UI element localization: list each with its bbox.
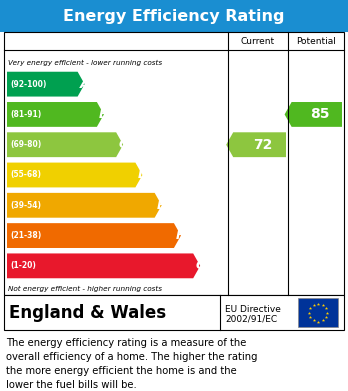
Text: F: F [176, 229, 184, 242]
Text: E: E [157, 199, 165, 212]
Bar [0, 0, 348, 32]
Text: D: D [137, 169, 148, 181]
Text: 85: 85 [310, 108, 330, 122]
Text: (81-91): (81-91) [10, 110, 41, 119]
Text: (21-38): (21-38) [10, 231, 41, 240]
Text: (39-54): (39-54) [10, 201, 41, 210]
Text: (69-80): (69-80) [10, 140, 41, 149]
Polygon shape [7, 253, 200, 278]
Polygon shape [7, 72, 85, 97]
Text: 2002/91/EC: 2002/91/EC [225, 315, 277, 324]
Text: Energy Efficiency Rating: Energy Efficiency Rating [63, 9, 285, 23]
Bar [298, 298, 338, 327]
Text: EU Directive: EU Directive [225, 305, 281, 314]
Polygon shape [7, 102, 104, 127]
Text: (92-100): (92-100) [10, 80, 46, 89]
Text: Current: Current [241, 36, 275, 45]
Polygon shape [7, 132, 123, 157]
Text: 72: 72 [253, 138, 272, 152]
Text: B: B [99, 108, 108, 121]
Text: England & Wales: England & Wales [9, 303, 166, 321]
Bar [4, 32, 344, 295]
Text: The energy efficiency rating is a measure of the
overall efficiency of a home. T: The energy efficiency rating is a measur… [6, 338, 258, 390]
Text: C: C [118, 138, 127, 151]
Text: (1-20): (1-20) [10, 261, 36, 270]
Text: A: A [80, 78, 89, 91]
Polygon shape [7, 223, 181, 248]
Text: Very energy efficient - lower running costs: Very energy efficient - lower running co… [8, 60, 162, 66]
Polygon shape [285, 102, 342, 127]
Text: G: G [195, 259, 205, 273]
Text: (55-68): (55-68) [10, 170, 41, 179]
Polygon shape [7, 193, 162, 218]
Text: Not energy efficient - higher running costs: Not energy efficient - higher running co… [8, 286, 162, 292]
Text: Potential: Potential [296, 36, 336, 45]
Polygon shape [7, 163, 142, 187]
Bar [4, 295, 344, 330]
Polygon shape [226, 132, 286, 157]
